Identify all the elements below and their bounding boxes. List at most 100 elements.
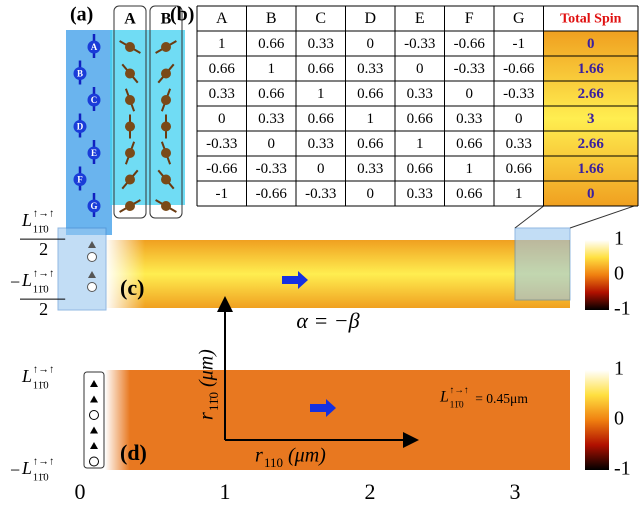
spin-site (161, 174, 171, 185)
connector (569, 204, 638, 229)
table-cell: 0.66 (308, 111, 335, 127)
panel-label: (b) (170, 4, 194, 26)
table-cell: 0.33 (407, 86, 433, 102)
spin-site (125, 201, 135, 211)
table-cell: 2.66 (578, 86, 605, 102)
colorbar-tick-label: -1 (614, 298, 631, 320)
table-cell: -0.33 (256, 161, 287, 177)
spin-site (125, 42, 135, 52)
spin-arrow (90, 426, 98, 434)
spin-label: G (90, 201, 97, 211)
table-cell: -0.66 (256, 186, 288, 202)
table-cell: -0.33 (454, 61, 485, 77)
table-header: B (266, 10, 277, 27)
table-cell: 0.33 (308, 136, 334, 152)
table-cell: -0.66 (206, 161, 238, 177)
spin-column (66, 30, 112, 235)
spin-site (161, 42, 171, 52)
table-cell: 2.66 (578, 136, 605, 152)
spin-label: E (91, 148, 97, 158)
table-cell: 0.66 (506, 161, 533, 177)
spin-site (89, 456, 99, 467)
spin-site (125, 148, 135, 158)
highlight-box (57, 227, 107, 311)
table-cell: -0.33 (404, 36, 435, 52)
table-cell: 0 (515, 111, 523, 127)
axis-label: r11̄0 (μm) (196, 349, 221, 420)
symbol: L (21, 270, 32, 290)
symbol: L (21, 366, 32, 386)
symbol: r (255, 445, 263, 467)
table-cell: 0.33 (357, 161, 383, 177)
highlight-box (514, 227, 571, 301)
spin-site (73, 173, 87, 186)
colorbar-tick-label: 0 (614, 263, 624, 285)
unit: (μm) (196, 349, 218, 387)
colorbar (585, 370, 609, 470)
symbol: L (21, 210, 32, 230)
direction-arrow (282, 271, 308, 289)
table-cell: 1 (367, 111, 375, 127)
table-cell: 0.66 (258, 86, 285, 102)
table-cell: 0.66 (407, 161, 434, 177)
table-cell: 0.33 (506, 136, 532, 152)
superscript: ↑→↑ (33, 455, 55, 467)
sign: − (10, 460, 20, 480)
spin-label: A (91, 42, 98, 52)
table-cell: 0 (587, 186, 595, 202)
table-cell: 1 (515, 186, 523, 202)
table-cell: 0.66 (258, 36, 285, 52)
table-cell: 0.66 (456, 186, 483, 202)
subscript: 110 (264, 455, 283, 470)
spin-site (161, 95, 171, 105)
spin-site (161, 148, 171, 158)
table-cell: 1 (218, 36, 226, 52)
spin-site (125, 68, 135, 79)
spin-site (87, 252, 97, 262)
table-cell: 0 (317, 161, 325, 177)
spin-site (161, 68, 171, 79)
table-cell: 0 (466, 86, 474, 102)
spin-column (110, 30, 185, 205)
table-cell: 1 (416, 136, 424, 152)
table-cell: 0 (416, 61, 424, 77)
heatmap-edge (105, 240, 145, 308)
spin-label: C (91, 95, 98, 105)
table-cell: 0 (587, 36, 595, 52)
colorbar-tick-label: -1 (614, 458, 631, 480)
x-tick-label: 3 (510, 479, 521, 504)
column-header: A (124, 11, 136, 28)
superscript: ↑→↑ (33, 363, 55, 375)
spin-site (87, 40, 101, 54)
spin-site (125, 121, 135, 132)
spin-arrow (90, 380, 98, 387)
table-cell: -1 (216, 186, 229, 202)
spin-site (125, 174, 135, 185)
table-cell: 0 (268, 136, 276, 152)
denominator: 2 (39, 299, 48, 319)
table-cell: -1 (513, 36, 526, 52)
table-cell: 1 (268, 61, 276, 77)
superscript: ↑→↑ (450, 385, 469, 396)
panel-label: (a) (70, 4, 93, 26)
x-tick-label: 0 (75, 479, 86, 504)
spin-site (87, 199, 101, 213)
table-header: D (364, 10, 376, 27)
table-cell: -0.33 (305, 186, 336, 202)
table-header: G (513, 10, 525, 27)
subscript: 11̄0 (450, 399, 464, 410)
table-header: Total Spin (560, 12, 622, 27)
table-cell: 0.66 (209, 61, 236, 77)
symbol: r (196, 412, 218, 420)
unit: (μm) (288, 445, 326, 467)
table-cell: 1.66 (578, 161, 605, 177)
table-cell: 3 (587, 111, 595, 127)
table-cell: 0.33 (258, 111, 284, 127)
table-header: E (415, 10, 425, 27)
table-cell: 0.33 (456, 111, 482, 127)
spin-label: F (77, 175, 83, 185)
connector (514, 204, 546, 229)
table-cell: 0.66 (357, 86, 384, 102)
table-header: A (216, 10, 228, 27)
